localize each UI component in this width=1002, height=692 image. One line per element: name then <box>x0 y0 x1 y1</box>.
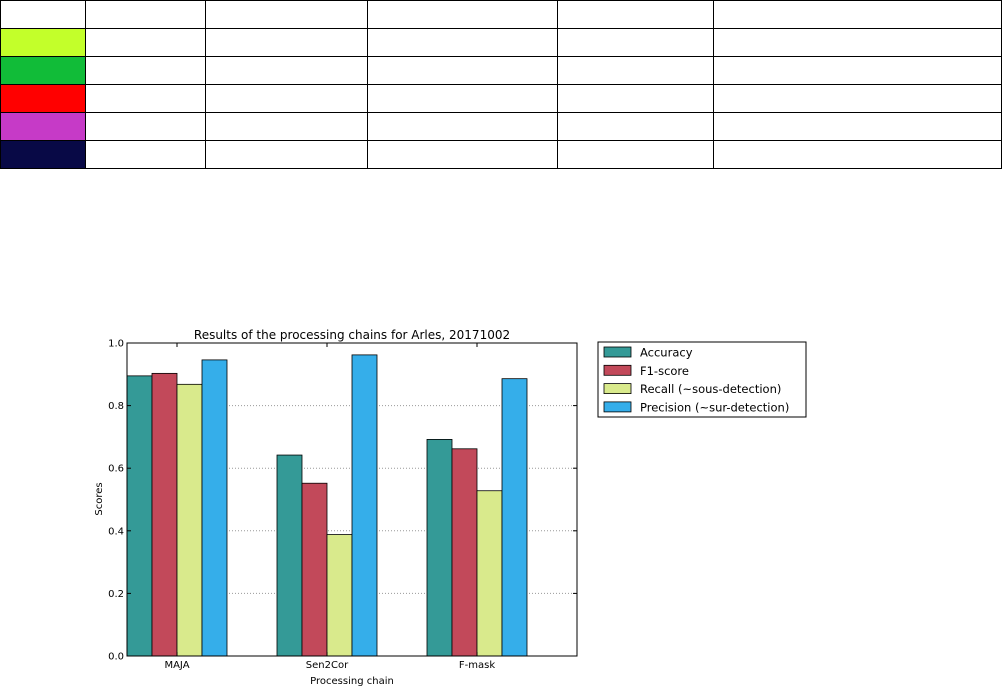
bar <box>451 448 478 657</box>
table-cell <box>713 28 1002 57</box>
x-tick-label: F-mask <box>459 660 495 671</box>
table-cell <box>205 84 368 113</box>
table-cell <box>557 140 714 169</box>
bar <box>176 383 203 657</box>
table-cell <box>713 56 1002 85</box>
table-cell <box>713 140 1002 169</box>
table-cell <box>557 56 714 85</box>
axis-ticks: 0.0 0.2 0.4 0.6 0.8 1.0 MAJA Sen2Cor F-mask <box>108 339 577 671</box>
table-cell <box>205 56 368 85</box>
bar <box>201 359 228 657</box>
legend-swatch <box>603 401 632 413</box>
bar <box>151 372 178 657</box>
table-cell <box>205 28 368 57</box>
legend-swatch <box>603 383 632 395</box>
table-cell <box>205 0 368 29</box>
y-axis-label: Scores <box>94 482 105 515</box>
bar <box>326 534 353 657</box>
bar <box>276 454 303 657</box>
bar <box>351 354 378 657</box>
table-row <box>0 56 1002 85</box>
color-swatch-cell <box>0 112 86 141</box>
legend-label: Accuracy <box>640 346 693 360</box>
legend-label: F1-score <box>640 364 689 378</box>
chart-legend: Accuracy F1-score Recall (~sous-detection)… <box>597 341 807 418</box>
legend-frame <box>597 341 807 418</box>
table-cell <box>85 28 206 57</box>
color-swatch-cell <box>0 28 86 57</box>
legend-label: Recall (~sous-detection) <box>640 382 781 396</box>
color-swatch-cell <box>0 56 86 85</box>
chart-title: Results of the processing chains for Arl… <box>194 328 510 342</box>
bar <box>301 482 328 657</box>
table-cell <box>367 56 558 85</box>
y-tick-label: 0.6 <box>108 464 124 475</box>
table-cell <box>557 84 714 113</box>
table-cell <box>367 140 558 169</box>
x-tick-label: MAJA <box>164 660 189 671</box>
x-tick-label: Sen2Cor <box>306 660 349 671</box>
table-cell <box>205 140 368 169</box>
table-cell <box>367 28 558 57</box>
table-row <box>0 140 1002 169</box>
bar <box>501 378 528 657</box>
table-cell <box>367 84 558 113</box>
table-cell <box>367 112 558 141</box>
y-tick-label: 0.2 <box>108 589 124 600</box>
bar <box>476 490 503 657</box>
y-tick-label: 0.4 <box>108 526 124 537</box>
y-tick-label: 0.0 <box>108 652 124 663</box>
plot-frame <box>126 342 578 657</box>
table-row <box>0 28 1002 57</box>
table-cell <box>85 140 206 169</box>
table-row <box>0 84 1002 113</box>
legend-swatch <box>603 364 632 376</box>
y-tick-label: 1.0 <box>108 339 124 350</box>
bar <box>426 439 453 657</box>
bars <box>126 354 528 657</box>
legend-swatch <box>603 346 632 358</box>
color-legend-table <box>0 0 1002 169</box>
bar <box>126 375 153 657</box>
color-swatch-cell <box>0 140 86 169</box>
table-cell <box>713 0 1002 29</box>
x-axis-label: Processing chain <box>310 676 394 687</box>
y-tick-label: 0.8 <box>108 401 124 412</box>
legend-label: Precision (~sur-detection) <box>640 400 789 414</box>
